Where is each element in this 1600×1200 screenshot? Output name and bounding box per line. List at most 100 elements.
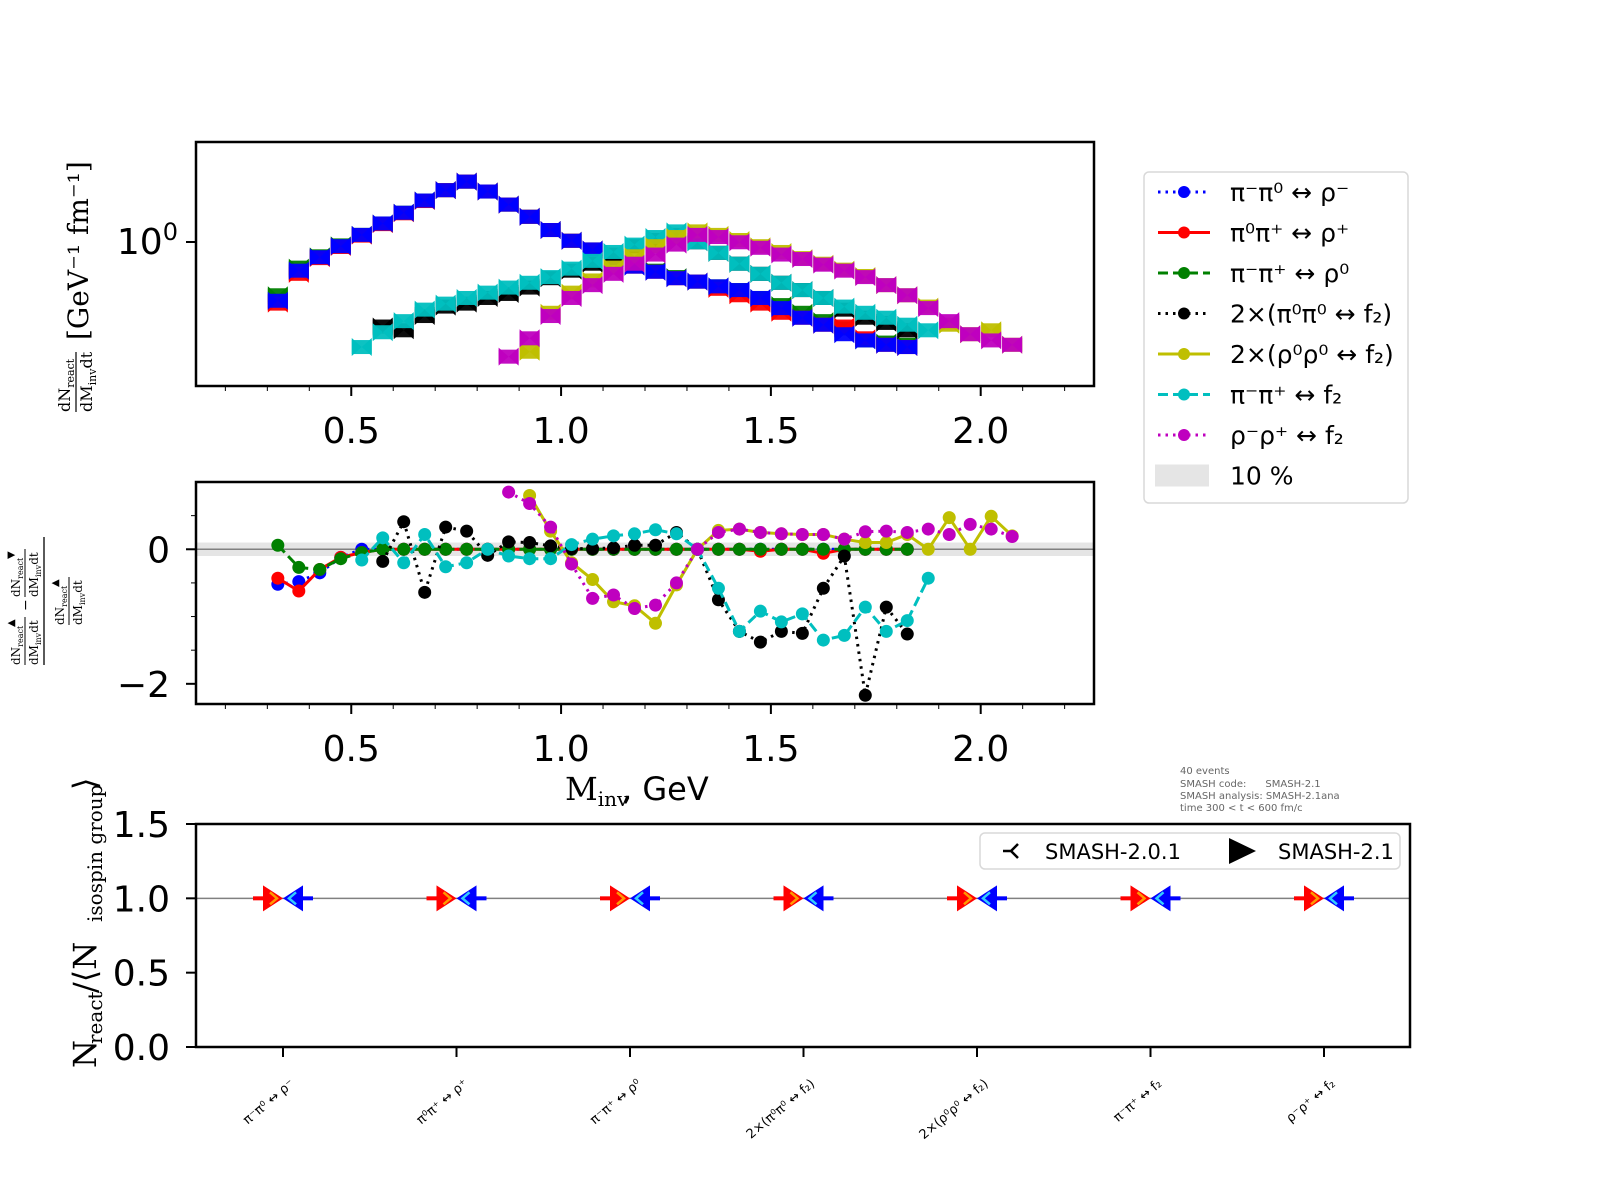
bot-point-tri	[460, 891, 471, 906]
top-point-body	[624, 237, 645, 252]
legend-entry-3: 2×(π⁰π⁰ ↔ f₂)	[1158, 300, 1392, 329]
top-point-body	[729, 283, 750, 298]
mid-point	[921, 542, 935, 556]
mid-point	[711, 542, 725, 556]
top-ylabel-num-sub: react	[64, 358, 77, 387]
mid-point	[795, 607, 809, 621]
mid-point	[900, 542, 914, 556]
top-point-body	[771, 301, 792, 316]
legend-entry-2: π⁻π⁺ ↔ ρ⁰	[1158, 259, 1349, 288]
legend-label: π⁻π⁺ ↔ f₂	[1230, 381, 1342, 410]
top-plot-area	[196, 142, 1094, 386]
mid-point	[313, 562, 327, 576]
top-point-body	[309, 250, 330, 265]
bot-ytick-label: 1.0	[113, 879, 170, 920]
top-ylabel-den-main: dM	[77, 385, 96, 412]
top-point-body	[582, 253, 603, 268]
mid-point	[418, 585, 432, 599]
top-point-body	[645, 264, 666, 279]
bot-point-group-4	[947, 885, 1007, 912]
top-point-body	[834, 299, 855, 314]
mid-point	[963, 542, 977, 556]
top-point-body	[456, 290, 477, 305]
bot-xtick-label: ρ⁻ρ⁺ ↔ f₂	[1284, 1077, 1339, 1127]
legend-entry-6: ρ⁻ρ⁺ ↔ f₂	[1158, 421, 1344, 450]
mid-point	[460, 542, 474, 556]
top-point-body	[771, 247, 792, 262]
triangle-right-icon	[1229, 838, 1256, 864]
top-point-body	[792, 252, 813, 267]
bot-point-group-0	[253, 885, 313, 912]
main-legend: π⁻π⁰ ↔ ρ⁻ π⁰π⁺ ↔ ρ⁺ π⁻π⁺ ↔ ρ⁰ 2×(π⁰π⁰ ↔ f₂)…	[1143, 171, 1409, 504]
mid-point	[586, 532, 600, 546]
top-point-body	[540, 270, 561, 285]
info-time: time 300 < t < 600 fm/c	[1180, 803, 1303, 814]
mid-point	[774, 624, 788, 638]
mid-xtick-label: 1.0	[532, 729, 589, 770]
bot-ytick-label: 1.5	[113, 805, 170, 846]
bot-legend: SMASH-2.0.1 SMASH-2.1	[979, 832, 1401, 870]
mid-ylabel-c-den: dMinvdt	[71, 580, 87, 625]
mid-point	[858, 688, 872, 702]
bot-xtick-label: π⁻π⁺ ↔ f₂	[1111, 1077, 1165, 1126]
top-point-body	[435, 296, 456, 311]
bot-point-tri	[1310, 891, 1320, 906]
mid-point	[732, 522, 746, 536]
mid-point	[607, 529, 621, 543]
legend-entry-5: π⁻π⁺ ↔ f₂	[1158, 381, 1342, 410]
legend-label: π⁻π⁺ ↔ ρ⁰	[1230, 259, 1349, 288]
mid-point	[544, 520, 558, 534]
top-point-body	[666, 237, 687, 252]
top-point-body	[687, 227, 708, 242]
info-box: 40 events SMASH code: SMASH-2.1 SMASH an…	[1180, 766, 1340, 814]
bot-xtick-label: π⁻π⁺ ↔ ρ⁰	[587, 1077, 644, 1128]
mid-point	[732, 624, 746, 638]
top-point-body	[372, 325, 393, 340]
mid-point	[711, 581, 725, 595]
mid-point	[753, 635, 767, 649]
bot-point-tri	[442, 891, 453, 906]
mid-point	[502, 485, 516, 499]
top-series-0	[267, 172, 918, 357]
bot-point-left	[1150, 885, 1171, 912]
bot-xtick-label: 2×(π⁰π⁰ ↔ f₂)	[744, 1077, 818, 1143]
top-point-body	[729, 235, 750, 250]
bot-point-right	[1304, 885, 1324, 912]
mid-point	[753, 604, 767, 618]
top-ytick-label: 100	[117, 218, 178, 263]
legend-label: π⁰π⁺ ↔ ρ⁺	[1230, 219, 1349, 248]
bot-ytick-label: 0.5	[113, 954, 170, 995]
mid-point	[753, 525, 767, 539]
bot-xticks: π⁻π⁰ ↔ ρ⁻ π⁰π⁺ ↔ ρ⁺ π⁻π⁺ ↔ ρ⁰ 2×(π⁰π⁰ ↔ f₂)…	[240, 1047, 1339, 1143]
mid-ylabel-b-num: dNreact	[9, 557, 25, 597]
top-yticks: 100	[117, 218, 196, 263]
bot-point-left	[283, 885, 303, 912]
mid-xtick-label: 2.0	[952, 729, 1009, 770]
mid-point	[816, 633, 830, 647]
top-point-body	[540, 309, 561, 324]
mid-point	[837, 532, 851, 546]
mid-point	[942, 527, 956, 541]
bot-point-group-3	[773, 885, 834, 912]
legend-marker-icon	[1178, 429, 1190, 441]
top-point-body	[918, 323, 939, 338]
top-point-body	[897, 317, 918, 332]
mid-point	[271, 538, 285, 552]
bot-point-tri	[807, 891, 818, 906]
top-point-body	[855, 333, 876, 348]
bot-legend-frame	[979, 832, 1401, 870]
mid-xtick-label: 1.5	[742, 729, 799, 770]
info-events: 40 events	[1180, 766, 1230, 777]
mid-point	[586, 573, 600, 587]
mid-point	[711, 525, 725, 539]
top-point-body	[498, 197, 519, 212]
legend-entry-1: π⁰π⁺ ↔ ρ⁺	[1158, 219, 1349, 248]
mid-series-6	[502, 485, 1019, 615]
mid-point	[984, 522, 998, 536]
legend-label: 2×(ρ⁰ρ⁰ ↔ f₂)	[1230, 340, 1394, 369]
top-point-body	[582, 242, 603, 257]
mid-ytick-label: −2	[117, 665, 170, 706]
bot-point-group-5	[1120, 885, 1181, 912]
bot-point-tri	[789, 891, 800, 906]
